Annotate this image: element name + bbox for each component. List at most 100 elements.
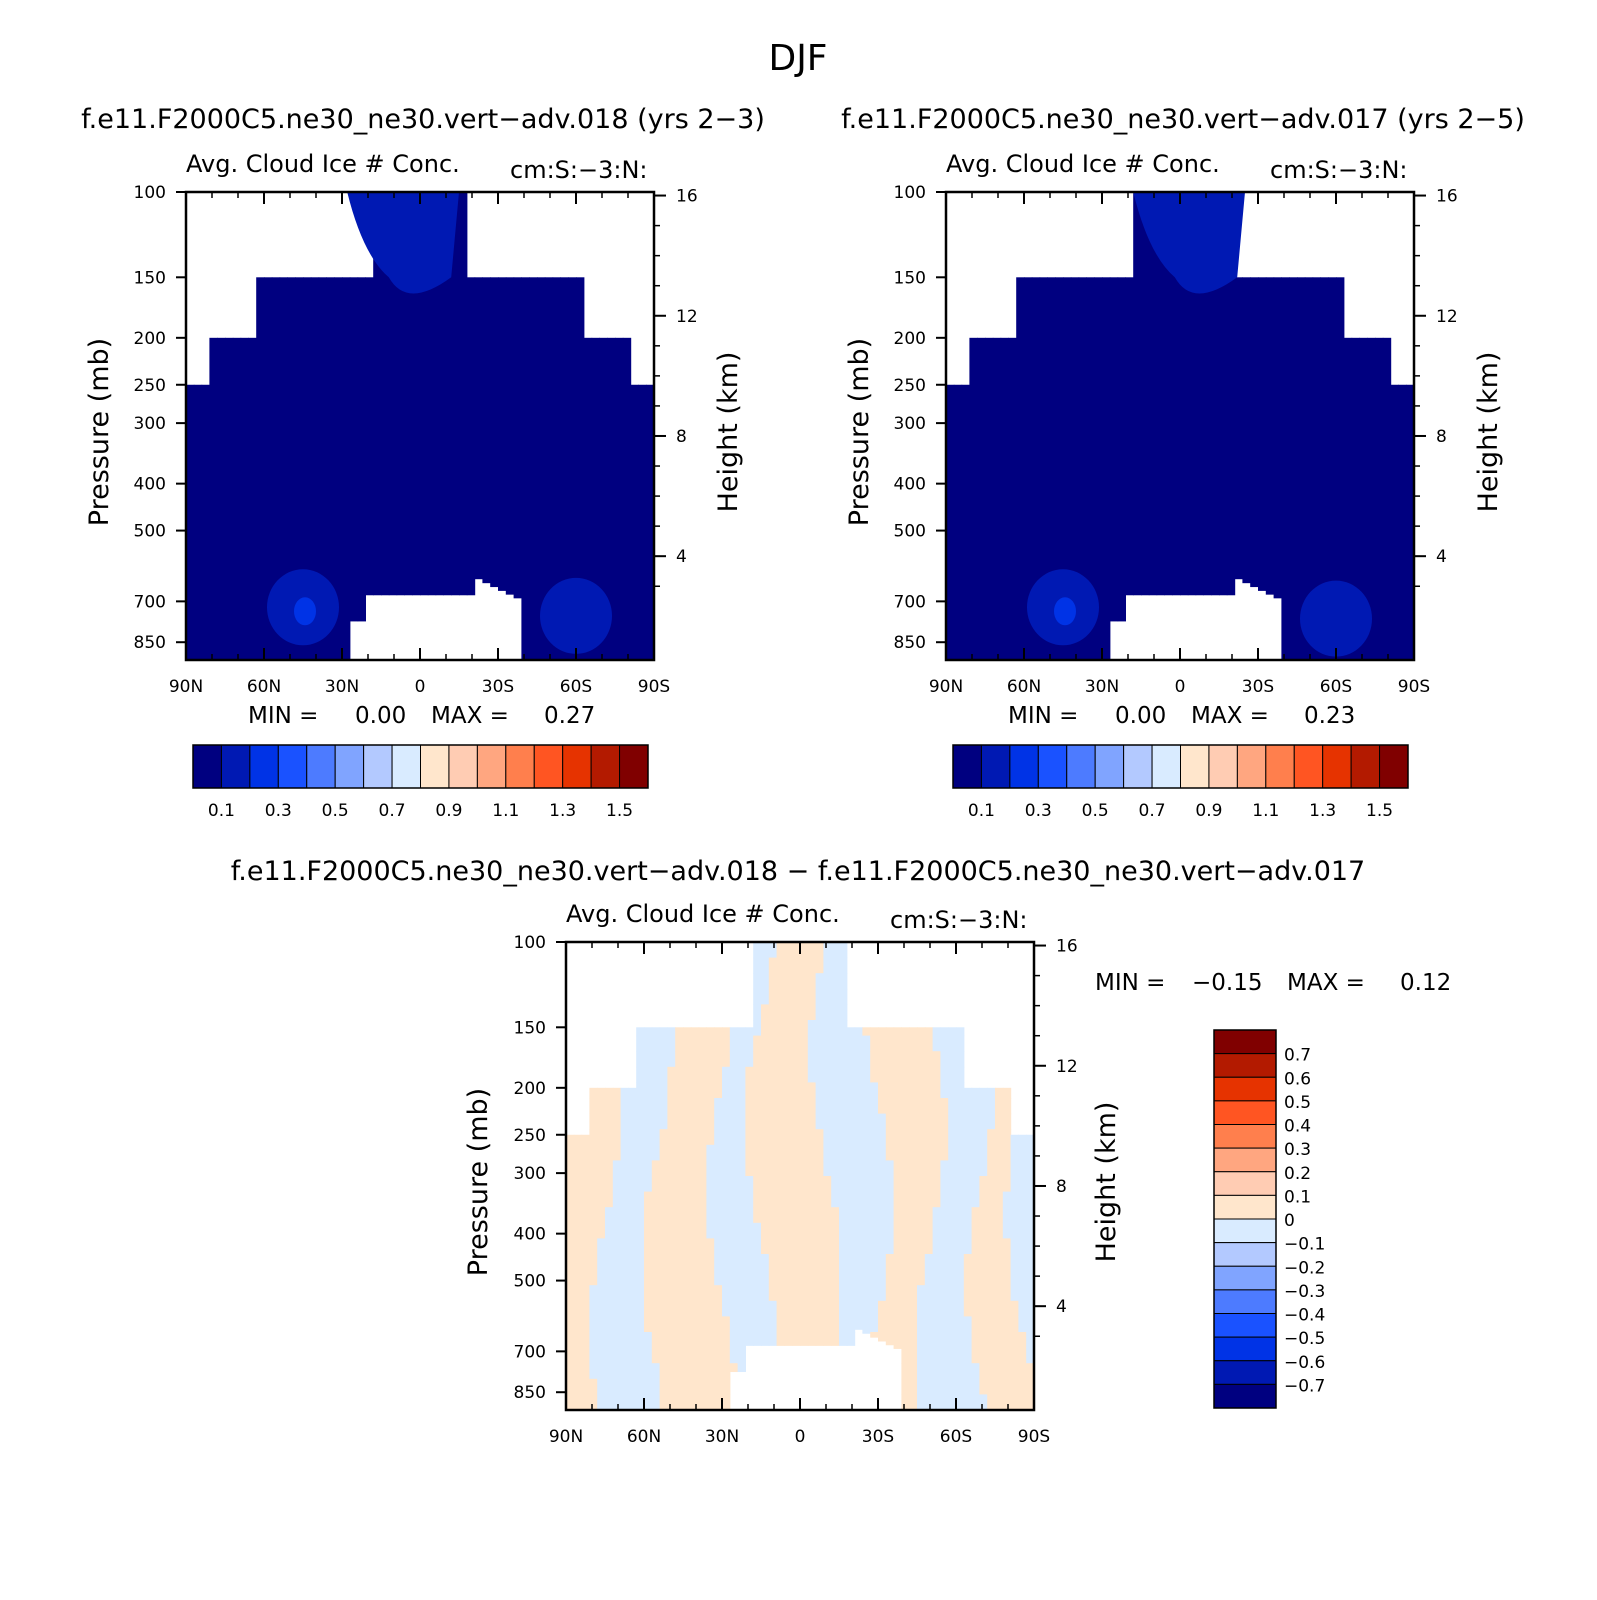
field-cell — [831, 1129, 840, 1146]
field-cell — [566, 1207, 575, 1224]
field-cell — [589, 1160, 598, 1177]
field-cell — [823, 1316, 832, 1333]
field-cell — [815, 1176, 824, 1193]
field-cell — [706, 1394, 715, 1411]
field-cell — [589, 1269, 598, 1286]
field-cell — [675, 1222, 684, 1239]
field-cell — [745, 1269, 754, 1286]
field-cell — [878, 1144, 887, 1161]
field-cell — [776, 1113, 785, 1130]
colorbar-box — [1293, 744, 1324, 789]
field-cell — [753, 1222, 762, 1239]
field-cell — [745, 1066, 754, 1083]
field-cell — [706, 1222, 715, 1239]
field-cell — [932, 1316, 941, 1333]
field-column — [287, 277, 296, 660]
field-cell — [823, 973, 832, 990]
field-cell — [987, 1098, 996, 1115]
field-cell — [729, 1082, 739, 1099]
field-cell — [1026, 1207, 1035, 1224]
field-cell — [737, 1347, 746, 1364]
field-cell — [675, 1129, 684, 1146]
field-cell — [924, 1269, 934, 1286]
field-cell — [807, 1254, 817, 1271]
field-cell — [722, 1363, 731, 1380]
field-cell — [885, 1051, 895, 1068]
field-cell — [792, 1269, 801, 1286]
panel2-contour-field — [946, 192, 1415, 660]
colorbar-box — [391, 744, 421, 789]
colorbar-box — [1066, 744, 1096, 789]
field-column — [1390, 384, 1399, 660]
field-cell — [956, 1113, 965, 1130]
field-cell — [659, 1035, 668, 1052]
field-cell — [597, 1222, 606, 1239]
field-cell — [823, 1254, 832, 1271]
field-column — [1063, 277, 1072, 660]
field-cell — [924, 1129, 934, 1146]
field-cell — [940, 1363, 949, 1380]
field-cell — [667, 1113, 676, 1130]
field-cell — [706, 1098, 715, 1115]
field-cell — [612, 1300, 622, 1317]
field-cell — [628, 1098, 637, 1115]
field-cell — [737, 1027, 746, 1037]
field-cell — [909, 1051, 918, 1068]
colorbar-box — [192, 744, 222, 789]
field-cell — [940, 1176, 949, 1193]
field-cell — [924, 1347, 934, 1364]
field-column — [295, 277, 304, 660]
field-cell — [761, 1066, 770, 1083]
field-cell — [753, 1332, 762, 1346]
field-cell — [1002, 1191, 1012, 1208]
colorbar-box — [952, 744, 982, 789]
field-column — [505, 277, 515, 595]
field-cell — [831, 1191, 840, 1208]
colorbar-box — [1213, 1218, 1277, 1244]
y-tick-label: 150 — [894, 268, 926, 288]
field-cell — [948, 1363, 957, 1380]
field-column — [961, 384, 970, 660]
field-column — [1343, 337, 1353, 660]
field-cell — [1010, 1160, 1019, 1177]
field-cell — [885, 1160, 895, 1177]
field-cell — [659, 1269, 668, 1286]
field-cell — [714, 1066, 723, 1083]
field-cell — [807, 942, 817, 959]
field-cell — [729, 1129, 739, 1146]
field-cell — [776, 973, 785, 990]
colorbar-label: 0.3 — [1284, 1140, 1311, 1160]
field-cell — [800, 1020, 809, 1037]
field-cell — [1018, 1378, 1027, 1395]
field-cell — [659, 1238, 668, 1255]
field-cell — [722, 1066, 731, 1083]
field-cell — [753, 1082, 762, 1099]
x-tick-label: 30S — [482, 677, 514, 697]
colorbar-box — [1213, 1383, 1277, 1409]
field-column — [1226, 277, 1236, 596]
colorbar-box — [1208, 744, 1238, 789]
field-cell — [987, 1332, 996, 1349]
colorbar-label: 1.1 — [1252, 801, 1279, 821]
field-cell — [792, 1316, 801, 1333]
field-cell — [644, 1378, 653, 1395]
field-cell — [909, 1160, 918, 1177]
field-cell — [854, 1051, 863, 1068]
field-cell — [854, 1316, 863, 1330]
field-cell — [714, 1347, 723, 1364]
field-cell — [651, 1191, 661, 1208]
field-cell — [854, 1222, 863, 1239]
field-column — [1156, 192, 1165, 596]
field-cell — [870, 1191, 879, 1208]
field-cell — [761, 1129, 770, 1146]
field-cell — [963, 1191, 973, 1208]
panel3-ylabel: Pressure (mb) — [463, 1088, 494, 1276]
field-cell — [909, 1113, 918, 1130]
field-column — [342, 277, 351, 660]
field-cell — [971, 1332, 980, 1349]
field-cell — [956, 1160, 965, 1177]
field-cell — [651, 1347, 661, 1364]
field-cell — [722, 1394, 731, 1411]
field-cell — [940, 1144, 949, 1161]
field-cell — [753, 1051, 762, 1068]
